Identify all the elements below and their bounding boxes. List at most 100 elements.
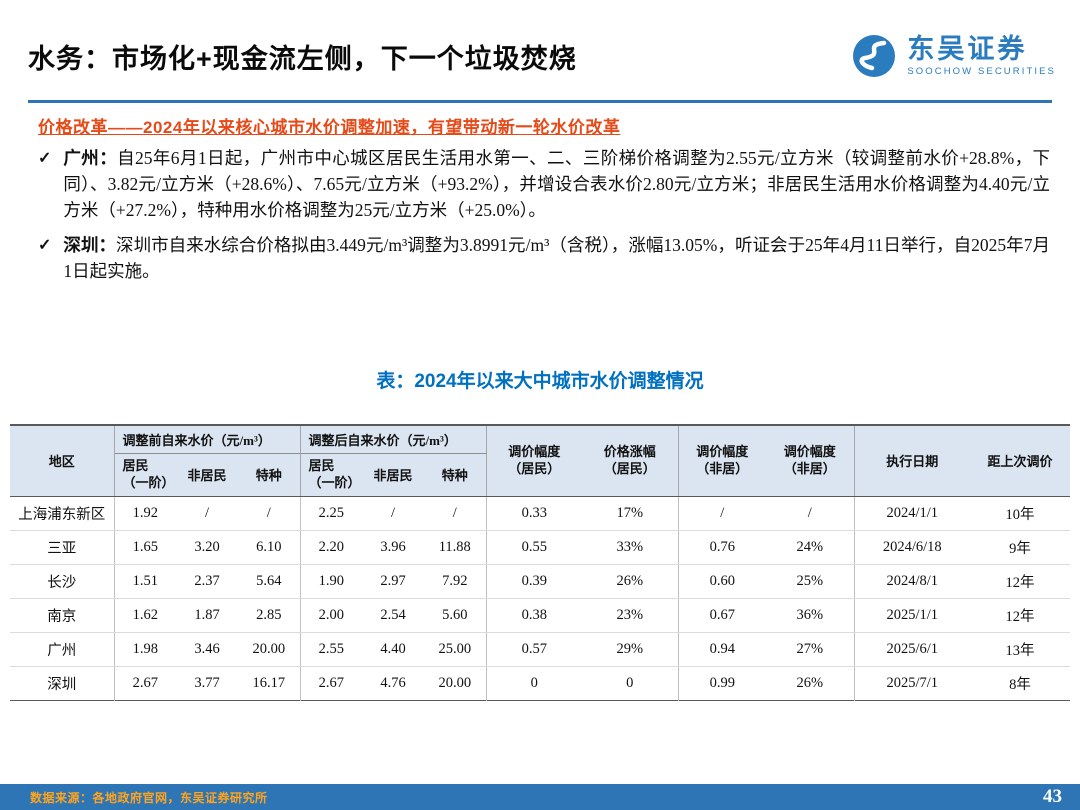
table-cell: 20.00 xyxy=(238,632,301,667)
table-cell: 4.40 xyxy=(362,632,425,667)
table-cell: 0.38 xyxy=(486,598,583,633)
table-cell: / xyxy=(238,496,301,531)
table-cell: 广州 xyxy=(10,632,115,667)
subcol-nonresident-before: 非居民 xyxy=(176,453,238,497)
header-line: 居民 xyxy=(122,458,149,473)
table-cell: 26% xyxy=(766,666,855,701)
table-cell: 11.88 xyxy=(424,530,487,565)
brand-name-en: SOOCHOW SECURITIES xyxy=(907,65,1056,77)
table-cell: 2024/8/1 xyxy=(854,564,971,599)
table-cell: 1.65 xyxy=(114,530,176,565)
table-cell: 1.62 xyxy=(114,598,176,633)
table-cell: 0.33 xyxy=(486,496,583,531)
table-row: 广州 1.98 3.46 20.00 2.55 4.40 25.00 0.57 29% 0.94 2… xyxy=(10,632,1071,667)
table-cell: 南京 xyxy=(10,598,115,633)
brand-name-cn: 东吴证券 xyxy=(907,34,1028,65)
table-cell: 8年 xyxy=(970,666,1071,701)
table-cell: 25.00 xyxy=(424,632,487,667)
bullet-list: ✓ 广州：自25年6月1日起，广州市中心城区居民生活用水第一、二、三阶梯价格调整… xyxy=(38,145,1050,293)
table-cell: 1.87 xyxy=(176,598,238,633)
subcol-special-after: 特种 xyxy=(424,453,487,497)
table-cell: 2.67 xyxy=(300,666,363,701)
table-cell: / xyxy=(362,496,425,531)
bullet-guangzhou: ✓ 广州：自25年6月1日起，广州市中心城区居民生活用水第一、二、三阶梯价格调整… xyxy=(38,145,1050,223)
slide-header: 水务：市场化+现金流左侧，下一个垃圾焚烧 东吴证券 SOOCHOW SECURI… xyxy=(0,0,1080,100)
table-cell: 17% xyxy=(582,496,679,531)
header-line: 调价幅度 xyxy=(508,444,561,459)
water-price-table: 地区 调整前自来水价（元/m³） 调整后自来水价（元/m³） 调价幅度 （居民） … xyxy=(10,424,1071,701)
table-cell: 12年 xyxy=(970,564,1071,599)
table-cell: 29% xyxy=(582,632,679,667)
header-line: （居民） xyxy=(508,460,561,476)
table-cell: 2.85 xyxy=(238,598,301,633)
table-cell: 2.37 xyxy=(176,564,238,599)
table-cell: 20.00 xyxy=(424,666,487,701)
header-line: （非居） xyxy=(783,460,836,476)
table-cell: 26% xyxy=(582,564,679,599)
table-cell: 2.25 xyxy=(300,496,363,531)
table-cell: 0.39 xyxy=(486,564,583,599)
table-row: 深圳 2.67 3.77 16.17 2.67 4.76 20.00 0 0 0.99 26% 202… xyxy=(10,666,1071,701)
table-cell: 1.90 xyxy=(300,564,363,599)
table-cell: 36% xyxy=(766,598,855,633)
table-cell: 10年 xyxy=(970,496,1071,531)
table-cell: 长沙 xyxy=(10,564,115,599)
footer-bar: 数据来源：各地政府官网，东吴证券研究所 43 xyxy=(0,784,1080,810)
bullet-body: 自25年6月1日起，广州市中心城区居民生活用水第一、二、三阶梯价格调整为2.55… xyxy=(63,148,1051,220)
table-cell: 2.20 xyxy=(300,530,363,565)
col-header-since-last: 距上次调价 xyxy=(970,425,1071,497)
table-cell: / xyxy=(766,496,855,531)
section-heading: 价格改革——2024年以来核心城市水价调整加速，有望带动新一轮水价改革 xyxy=(38,118,621,137)
table-cell: 2025/7/1 xyxy=(854,666,971,701)
header-line: （一阶） xyxy=(308,474,361,490)
table-cell: 25% xyxy=(766,564,855,599)
bullet-prefix: 广州： xyxy=(63,148,118,168)
table-cell: 三亚 xyxy=(10,530,115,565)
table-cell: 2.00 xyxy=(300,598,363,633)
soochow-logo-icon xyxy=(853,35,896,77)
header-line: （非居） xyxy=(696,460,749,476)
table-cell: / xyxy=(176,496,238,531)
col-header-date: 执行日期 xyxy=(854,425,971,497)
table-cell: 0.76 xyxy=(678,530,767,565)
table-row: 长沙 1.51 2.37 5.64 1.90 2.97 7.92 0.39 26% 0.60 25%… xyxy=(10,564,1071,599)
table-header: 地区 调整前自来水价（元/m³） 调整后自来水价（元/m³） 调价幅度 （居民） … xyxy=(10,425,1071,497)
table-cell: 2025/1/1 xyxy=(854,598,971,633)
subcol-special-before: 特种 xyxy=(238,453,301,497)
table-cell: 0 xyxy=(486,666,583,701)
table-cell: 深圳 xyxy=(10,666,115,701)
soochow-logo: 东吴证券 SOOCHOW SECURITIES xyxy=(850,32,1056,80)
table-cell: 7.92 xyxy=(424,564,487,599)
table-row: 上海浦东新区 1.92//2.25//0.33 17% //2024/1/1 10年 xyxy=(10,496,1071,531)
table-cell: 0.55 xyxy=(486,530,583,565)
col-header-adj-nonres-2: 调价幅度 （非居） xyxy=(766,425,855,497)
bullet-shenzhen: ✓ 深圳：深圳市自来水综合价格拟由3.449元/m³调整为3.8991元/m³（… xyxy=(38,232,1050,284)
header-line: 调价幅度 xyxy=(696,444,749,459)
table-cell: 2.54 xyxy=(362,598,425,633)
col-group-after: 调整后自来水价（元/m³） xyxy=(300,425,487,454)
header-line: 居民 xyxy=(308,458,335,473)
table-cell: 2025/6/1 xyxy=(854,632,971,667)
table-cell: 0.94 xyxy=(678,632,767,667)
table-body: 上海浦东新区 1.92//2.25//0.33 17% //2024/1/1 10年 三亚… xyxy=(10,496,1071,701)
check-icon: ✓ xyxy=(38,150,52,167)
table-cell: 0.99 xyxy=(678,666,767,701)
table-cell: 33% xyxy=(582,530,679,565)
table-cell: 4.76 xyxy=(362,666,425,701)
data-source-note: 数据来源：各地政府官网，东吴证券研究所 xyxy=(30,790,268,805)
subcol-resident-after: 居民 （一阶） xyxy=(300,453,363,497)
header-line: 调价幅度 xyxy=(783,444,836,459)
table-cell: 2024/1/1 xyxy=(854,496,971,531)
table-cell: 12年 xyxy=(970,598,1071,633)
subcol-nonresident-after: 非居民 xyxy=(362,453,425,497)
page-title: 水务：市场化+现金流左侧，下一个垃圾焚烧 xyxy=(28,43,577,74)
table-cell: / xyxy=(678,496,767,531)
table-cell: 1.51 xyxy=(114,564,176,599)
bullet-body: 深圳市自来水综合价格拟由3.449元/m³调整为3.8991元/m³（含税），涨… xyxy=(63,235,1051,281)
col-header-pct-resident: 价格涨幅 （居民） xyxy=(582,425,679,497)
table-cell: 2.55 xyxy=(300,632,363,667)
table-row: 三亚 1.65 3.20 6.10 2.20 3.96 11.88 0.55 33% 0.76 24… xyxy=(10,530,1071,565)
bullet-prefix: 深圳： xyxy=(63,235,117,255)
page-number: 43 xyxy=(1043,786,1062,807)
check-icon: ✓ xyxy=(38,237,52,254)
